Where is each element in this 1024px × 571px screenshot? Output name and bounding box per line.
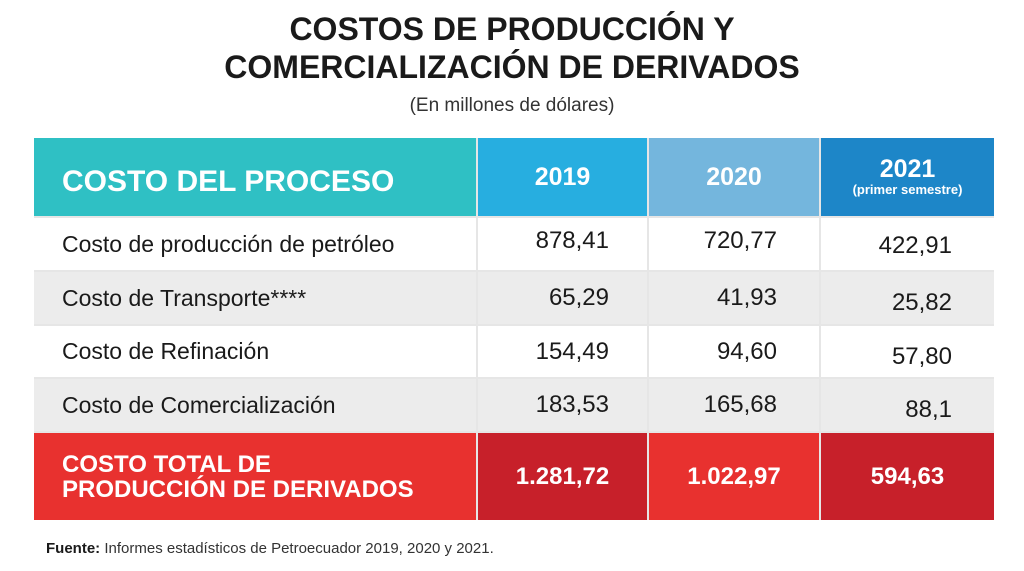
total-label: COSTO TOTAL DE PRODUCCIÓN DE DERIVADOS [34,433,476,520]
row-value: 65,29 [478,272,647,324]
row-value: 154,49 [478,326,647,377]
row-value: 25,82 [821,272,994,324]
title-line-1: COSTOS DE PRODUCCIÓN Y [289,11,735,47]
row-value: 88,1 [821,379,994,431]
row-value: 422,91 [821,218,994,270]
header-year-2021-note: (primer semestre) [852,182,963,197]
total-label-line-1: COSTO TOTAL DE [62,450,271,478]
source-text: Informes estadísticos de Petroecuador 20… [100,540,494,557]
total-value-2021: 594,63 [821,433,994,520]
total-value-2019: 1.281,72 [478,433,647,520]
row-value: 878,41 [478,218,647,270]
header-year-2020: 2020 [649,138,819,216]
cost-table: COSTO DEL PROCESO 2019 2020 2021 (primer… [34,138,994,520]
row-label-comercializacion: Costo de Comercialización [34,379,476,431]
row-value: 57,80 [821,326,994,377]
header-year-2021-label: 2021 [879,155,936,183]
total-label-line-2: PRODUCCIÓN DE DERIVADOS [62,475,414,503]
source-note: Fuente: Informes estadísticos de Petroec… [46,540,494,557]
page-title: COSTOS DE PRODUCCIÓN Y COMERCIALIZACIÓN … [0,10,1024,86]
total-value-2020: 1.022,97 [649,433,819,520]
header-year-2019: 2019 [478,138,647,216]
row-value: 183,53 [478,379,647,431]
row-label-refinacion: Costo de Refinación [34,326,476,377]
row-label-transporte: Costo de Transporte**** [34,272,476,324]
row-value: 165,68 [649,379,819,431]
row-value: 41,93 [649,272,819,324]
source-label: Fuente: [46,540,101,557]
row-value: 720,77 [649,218,819,270]
title-line-2: COMERCIALIZACIÓN DE DERIVADOS [224,49,800,85]
row-value: 94,60 [649,326,819,377]
row-label-produccion: Costo de producción de petróleo [34,218,476,270]
header-process-label: COSTO DEL PROCESO [34,138,476,216]
header-year-2021: 2021 (primer semestre) [821,138,994,216]
subtitle: (En millones de dólares) [409,95,615,116]
